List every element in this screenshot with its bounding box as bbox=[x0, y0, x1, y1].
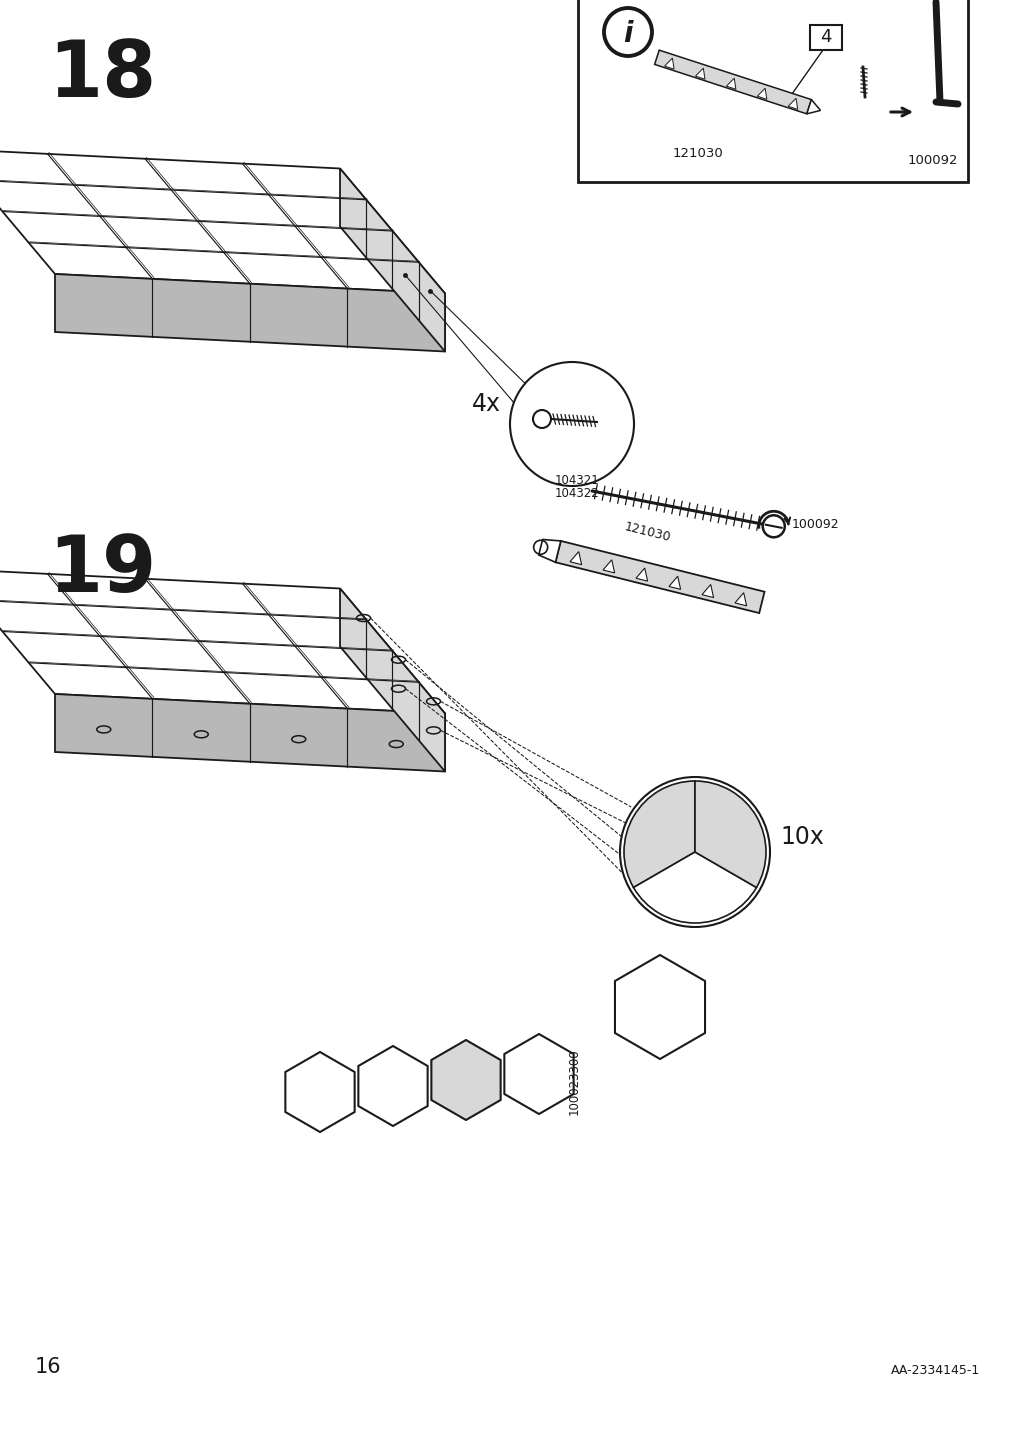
Text: 121030: 121030 bbox=[672, 147, 723, 160]
Polygon shape bbox=[358, 1045, 428, 1126]
Polygon shape bbox=[0, 569, 445, 713]
Polygon shape bbox=[340, 169, 445, 351]
Circle shape bbox=[510, 362, 633, 485]
Polygon shape bbox=[695, 69, 705, 79]
Polygon shape bbox=[702, 584, 713, 597]
Bar bbox=[809, 24, 841, 50]
Text: 104321: 104321 bbox=[554, 474, 599, 487]
Polygon shape bbox=[654, 50, 811, 115]
Polygon shape bbox=[635, 569, 647, 581]
Polygon shape bbox=[0, 149, 445, 294]
Polygon shape bbox=[538, 540, 560, 563]
Polygon shape bbox=[668, 576, 680, 590]
Polygon shape bbox=[431, 1040, 500, 1120]
Polygon shape bbox=[340, 589, 445, 772]
Circle shape bbox=[604, 9, 651, 56]
Polygon shape bbox=[734, 593, 746, 606]
Polygon shape bbox=[503, 1034, 573, 1114]
Text: 10x: 10x bbox=[779, 825, 823, 849]
Text: 121030: 121030 bbox=[623, 520, 671, 544]
Text: 100092: 100092 bbox=[907, 155, 957, 168]
Polygon shape bbox=[55, 695, 445, 772]
Text: AA-2334145-1: AA-2334145-1 bbox=[890, 1365, 979, 1378]
Text: 104322: 104322 bbox=[554, 487, 599, 500]
Text: 16: 16 bbox=[35, 1358, 62, 1378]
Wedge shape bbox=[624, 780, 695, 888]
Wedge shape bbox=[695, 780, 765, 888]
Polygon shape bbox=[615, 955, 705, 1060]
Bar bbox=[577, 0, 968, 182]
Text: i: i bbox=[623, 20, 632, 49]
Text: 4x: 4x bbox=[471, 392, 500, 417]
Polygon shape bbox=[788, 99, 797, 109]
Polygon shape bbox=[664, 59, 673, 69]
Polygon shape bbox=[726, 79, 735, 89]
Polygon shape bbox=[569, 551, 581, 564]
Polygon shape bbox=[756, 89, 766, 99]
Polygon shape bbox=[603, 560, 614, 573]
Text: 19: 19 bbox=[48, 533, 156, 609]
Polygon shape bbox=[285, 1053, 354, 1133]
Text: 18: 18 bbox=[48, 37, 156, 113]
Circle shape bbox=[620, 778, 769, 927]
Text: 4: 4 bbox=[820, 29, 831, 46]
Polygon shape bbox=[555, 541, 763, 613]
Text: 100023300: 100023300 bbox=[567, 1048, 580, 1116]
Wedge shape bbox=[633, 852, 756, 924]
Polygon shape bbox=[806, 100, 820, 115]
Text: 100092: 100092 bbox=[791, 518, 838, 531]
Polygon shape bbox=[55, 274, 445, 351]
